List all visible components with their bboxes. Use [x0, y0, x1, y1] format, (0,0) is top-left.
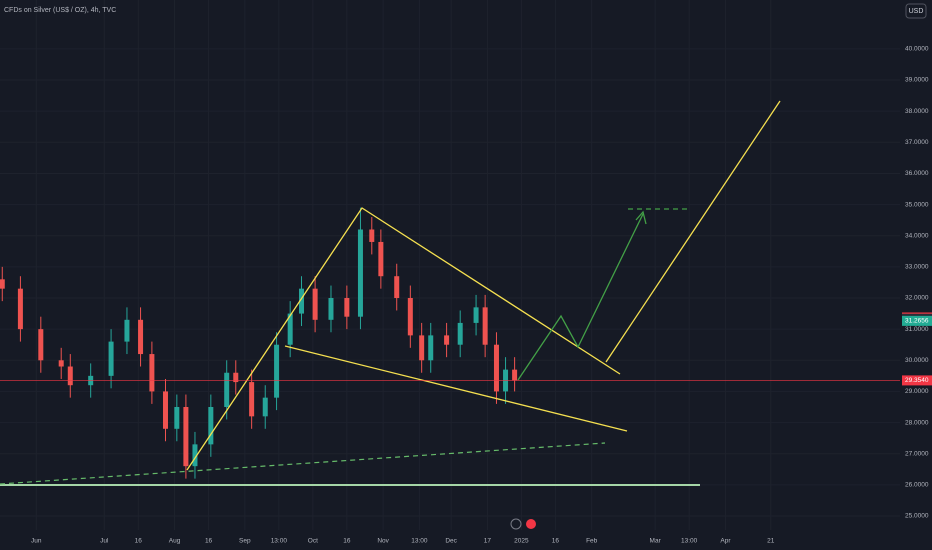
candle-body [444, 335, 450, 345]
y-tick-label: 40.0000 [905, 46, 929, 53]
x-tick-label: Jul [100, 538, 109, 545]
candle-body [67, 366, 73, 386]
price-label: 31.2656 [905, 318, 929, 325]
candle-body [208, 406, 214, 445]
candle-body [138, 319, 144, 355]
candle-body [124, 319, 130, 342]
y-tick-label: 32.0000 [905, 295, 929, 302]
candle-body [482, 307, 488, 345]
x-tick-label: 16 [343, 538, 351, 545]
time-axis [0, 530, 900, 550]
candle-body [162, 391, 168, 429]
candle-body [299, 288, 305, 314]
y-tick-label: 27.0000 [905, 450, 929, 457]
candle-body [38, 329, 44, 361]
event-icon[interactable] [526, 519, 536, 529]
y-tick-label: 25.0000 [905, 513, 929, 520]
candle-body [58, 360, 64, 367]
trend-line [0, 442, 606, 485]
y-tick-label: 29.0000 [905, 388, 929, 395]
candle-body [428, 335, 434, 361]
candle-body [312, 288, 318, 320]
candle-body [419, 335, 425, 361]
y-tick-label: 34.0000 [905, 232, 929, 239]
x-tick-label: Oct [308, 538, 318, 545]
event-icon[interactable] [510, 518, 522, 530]
candle-body [183, 406, 189, 467]
candle-body [378, 241, 384, 277]
candle-body [287, 313, 293, 345]
price-label: 29.3540 [905, 377, 929, 384]
candle-body [174, 406, 180, 429]
candle-body [249, 382, 255, 417]
candle-body [233, 372, 239, 383]
candle-body [262, 397, 268, 417]
x-tick-label: 21 [767, 538, 775, 545]
x-tick-label: 13:00 [411, 538, 428, 545]
candle-body [0, 279, 5, 289]
y-tick-label: 30.0000 [905, 357, 929, 364]
y-tick-label: 28.0000 [905, 419, 929, 426]
drawings [0, 100, 781, 486]
price-label-box [902, 375, 932, 386]
y-tick-label: 38.0000 [905, 108, 929, 115]
x-tick-label: 17 [484, 538, 492, 545]
x-tick-label: 2025 [514, 538, 529, 545]
candle-body [493, 344, 499, 392]
candle-body [274, 344, 280, 398]
x-tick-label: Mar [650, 538, 662, 545]
candle-body [394, 276, 400, 299]
y-tick-label: 36.0000 [905, 170, 929, 177]
y-tick-label: 31.0000 [905, 326, 929, 333]
candle-body [407, 298, 413, 336]
candle-body [108, 341, 114, 376]
x-tick-label: Aug [169, 538, 181, 545]
candle-body [512, 369, 518, 381]
currency: USD [909, 8, 924, 15]
candle-body [357, 229, 363, 317]
x-tick-label: 16 [205, 538, 213, 545]
candle-body [473, 307, 479, 323]
wedge-upper [186, 207, 621, 471]
x-tick-label: Sep [239, 538, 251, 545]
x-tick-label: Apr [720, 538, 731, 545]
plot-area [0, 207, 518, 479]
y-tick-label: 33.0000 [905, 264, 929, 271]
x-tick-label: 13:00 [271, 538, 288, 545]
wedge-lower [284, 345, 628, 432]
price-label-box [902, 315, 932, 326]
candle-body [17, 288, 23, 330]
x-tick-label: Nov [377, 538, 389, 545]
x-tick-label: Jun [31, 538, 42, 545]
projection-arrow [517, 213, 644, 381]
candle-body [344, 298, 350, 317]
y-tick-label: 26.0000 [905, 482, 929, 489]
projection-line [605, 100, 781, 363]
x-tick-label: 16 [135, 538, 143, 545]
y-tick-label: 35.0000 [905, 201, 929, 208]
arrow-head [635, 210, 647, 225]
y-tick-label: 39.0000 [905, 77, 929, 84]
chart-title: CFDs on Silver (US$ / OZ), 4h, TVC [4, 7, 116, 14]
y-tick-label: 37.0000 [905, 139, 929, 146]
candle-body [149, 354, 155, 392]
x-tick-label: 16 [552, 538, 560, 545]
price-axis [900, 0, 932, 550]
x-tick-label: 13:00 [681, 538, 698, 545]
candle-body [192, 444, 198, 467]
x-tick-label: Feb [586, 538, 598, 545]
candle-body [369, 229, 375, 242]
x-tick-label: Dec [445, 538, 457, 545]
candle-body [457, 322, 463, 345]
candle-body [328, 298, 334, 320]
currency-button[interactable] [905, 3, 927, 19]
candle-body [224, 372, 230, 407]
